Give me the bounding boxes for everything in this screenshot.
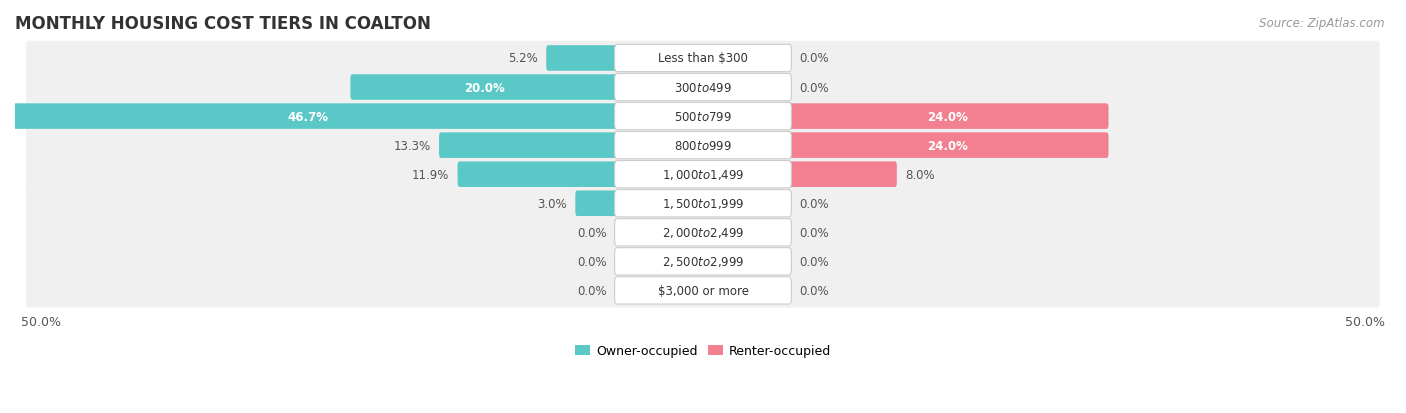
Text: 0.0%: 0.0% — [576, 226, 606, 239]
Text: $800 to $999: $800 to $999 — [673, 139, 733, 152]
Text: 8.0%: 8.0% — [905, 168, 935, 181]
FancyBboxPatch shape — [27, 187, 1379, 221]
Text: 0.0%: 0.0% — [800, 255, 830, 268]
Text: 0.0%: 0.0% — [800, 52, 830, 65]
FancyBboxPatch shape — [614, 132, 792, 159]
Legend: Owner-occupied, Renter-occupied: Owner-occupied, Renter-occupied — [569, 339, 837, 363]
FancyBboxPatch shape — [27, 129, 1379, 163]
FancyBboxPatch shape — [546, 46, 619, 71]
Text: 5.2%: 5.2% — [508, 52, 537, 65]
FancyBboxPatch shape — [27, 71, 1379, 105]
FancyBboxPatch shape — [27, 100, 1379, 134]
Text: $500 to $799: $500 to $799 — [673, 110, 733, 123]
FancyBboxPatch shape — [614, 190, 792, 217]
Text: 0.0%: 0.0% — [576, 255, 606, 268]
Text: Source: ZipAtlas.com: Source: ZipAtlas.com — [1260, 17, 1385, 29]
Text: 20.0%: 20.0% — [464, 81, 505, 94]
FancyBboxPatch shape — [27, 244, 1379, 279]
Text: 24.0%: 24.0% — [928, 110, 969, 123]
FancyBboxPatch shape — [787, 104, 1108, 130]
Text: 0.0%: 0.0% — [800, 81, 830, 94]
FancyBboxPatch shape — [439, 133, 619, 159]
FancyBboxPatch shape — [614, 45, 792, 72]
Text: $1,000 to $1,499: $1,000 to $1,499 — [662, 168, 744, 182]
FancyBboxPatch shape — [350, 75, 619, 101]
FancyBboxPatch shape — [614, 161, 792, 188]
FancyBboxPatch shape — [614, 103, 792, 131]
FancyBboxPatch shape — [787, 133, 1108, 159]
Text: $3,000 or more: $3,000 or more — [658, 284, 748, 297]
Text: 13.3%: 13.3% — [394, 139, 430, 152]
Text: 3.0%: 3.0% — [537, 197, 567, 210]
Text: 0.0%: 0.0% — [800, 226, 830, 239]
FancyBboxPatch shape — [0, 104, 619, 130]
Text: 24.0%: 24.0% — [928, 139, 969, 152]
FancyBboxPatch shape — [27, 42, 1379, 76]
FancyBboxPatch shape — [27, 273, 1379, 308]
FancyBboxPatch shape — [575, 191, 619, 216]
Text: MONTHLY HOUSING COST TIERS IN COALTON: MONTHLY HOUSING COST TIERS IN COALTON — [15, 15, 430, 33]
FancyBboxPatch shape — [614, 219, 792, 246]
Text: 46.7%: 46.7% — [288, 110, 329, 123]
Text: 11.9%: 11.9% — [412, 168, 449, 181]
Text: $2,500 to $2,999: $2,500 to $2,999 — [662, 255, 744, 269]
Text: 0.0%: 0.0% — [800, 197, 830, 210]
FancyBboxPatch shape — [614, 277, 792, 304]
Text: Less than $300: Less than $300 — [658, 52, 748, 65]
FancyBboxPatch shape — [457, 162, 619, 188]
Text: $300 to $499: $300 to $499 — [673, 81, 733, 94]
Text: 0.0%: 0.0% — [576, 284, 606, 297]
FancyBboxPatch shape — [787, 162, 897, 188]
Text: 0.0%: 0.0% — [800, 284, 830, 297]
FancyBboxPatch shape — [27, 158, 1379, 192]
FancyBboxPatch shape — [614, 248, 792, 275]
FancyBboxPatch shape — [614, 74, 792, 102]
FancyBboxPatch shape — [27, 216, 1379, 250]
Text: $1,500 to $1,999: $1,500 to $1,999 — [662, 197, 744, 211]
Text: $2,000 to $2,499: $2,000 to $2,499 — [662, 226, 744, 240]
